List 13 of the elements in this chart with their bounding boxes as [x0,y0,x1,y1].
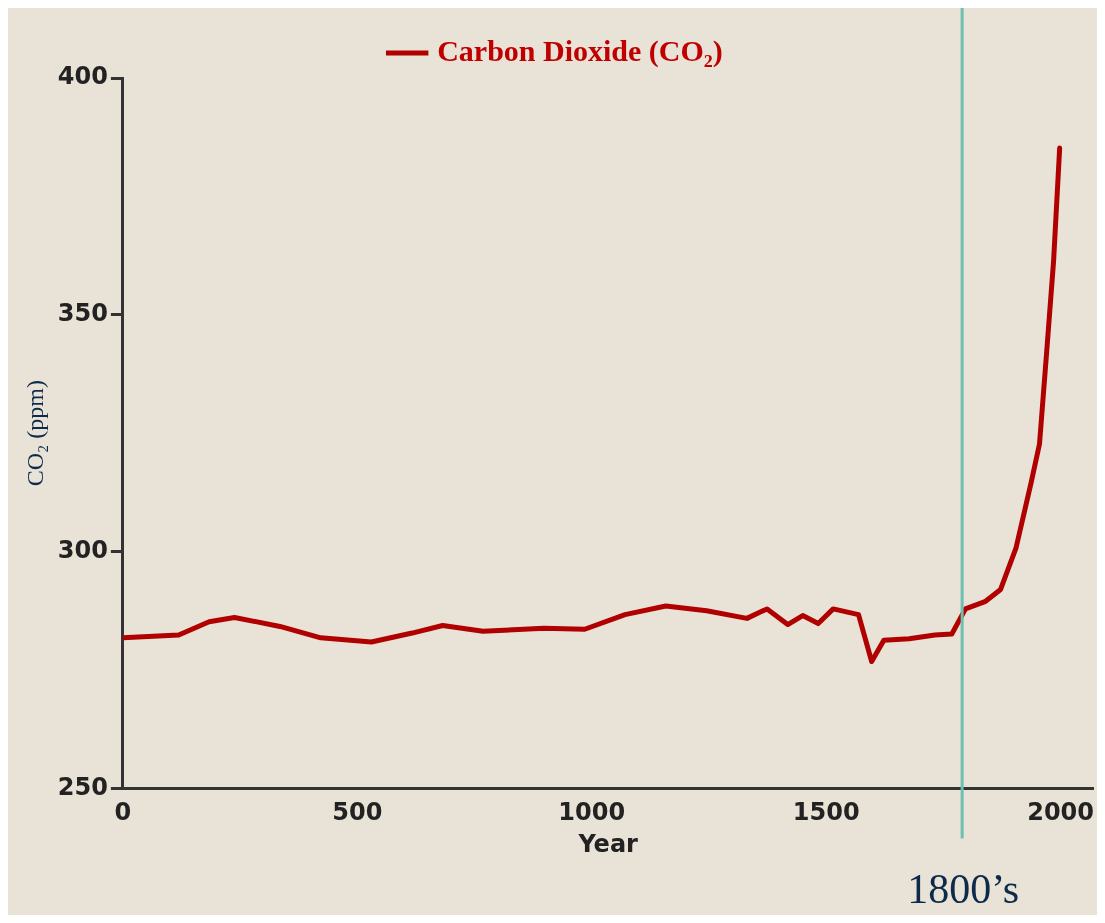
x-tick-label: 2000 [1027,798,1094,827]
x-tick-label: 1500 [792,798,860,827]
y-tick-label: 300 [57,535,108,564]
x-tick-label: 500 [332,798,383,827]
y-axis-title: CO₂ (ppm) [21,380,48,487]
legend-label: Carbon Dioxide (CO₂) [437,33,723,68]
x-tick-label: 0 [114,798,132,827]
y-tick-label: 400 [57,62,108,91]
x-axis-title: Year [577,829,639,858]
ref-line-label: 1800’s [907,866,1020,913]
y-tick-label: 250 [57,772,108,801]
y-tick-label: 350 [57,299,108,328]
x-tick-label: 1000 [558,798,626,827]
